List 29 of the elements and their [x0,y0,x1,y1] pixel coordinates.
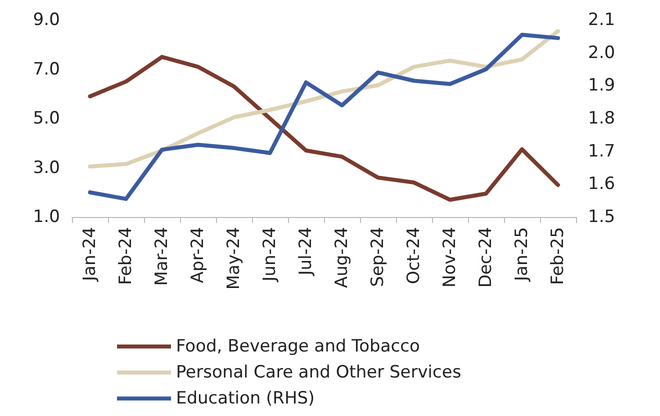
y2-tick-label: 2.1 [588,10,616,30]
y2-tick-label: 1.7 [588,141,616,162]
x-tick-label: Nov-24 [440,227,460,288]
x-tick-label: Dec-24 [476,227,496,288]
x-tick-label: Mar-24 [152,227,172,286]
x-tick-label: Jan-25 [512,227,532,282]
y-tick-label: 1.0 [32,207,60,227]
y-tick-label: 7.0 [32,59,60,80]
x-tick-label: Aug-24 [332,227,352,288]
x-tick-label: May-24 [224,227,244,290]
x-tick-label: Jun-24 [260,227,280,282]
x-tick-label: Jan-24 [80,227,100,282]
x-tick-label: Feb-25 [548,227,568,285]
x-tick-label: Sep-24 [368,227,388,287]
legend-label: Food, Beverage and Tobacco [176,336,420,356]
y2-tick-label: 1.5 [588,207,616,227]
x-tick-label: Oct-24 [404,227,424,284]
x-tick-label: Jul-24 [296,227,316,276]
legend-label: Education (RHS) [176,388,315,408]
y2-tick-label: 1.9 [588,76,616,96]
legend-label: Personal Care and Other Services [176,362,462,382]
y-tick-label: 5.0 [32,108,60,128]
y2-tick-label: 1.6 [588,174,616,194]
x-tick-label: Apr-24 [188,227,208,284]
y-tick-label: 9.0 [32,10,60,30]
y-tick-label: 3.0 [32,158,60,178]
y2-tick-label: 2.0 [588,42,616,63]
y2-tick-label: 1.8 [588,108,616,128]
x-tick-label: Feb-24 [116,227,136,285]
